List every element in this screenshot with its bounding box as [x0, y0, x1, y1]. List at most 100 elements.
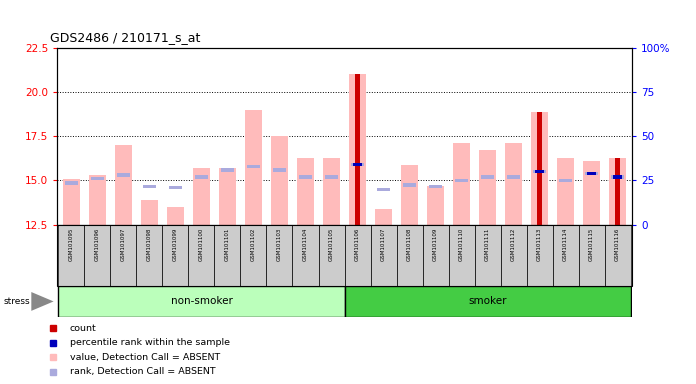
Bar: [65, 181, 78, 185]
Bar: [141, 200, 158, 225]
Text: GSM101095: GSM101095: [69, 228, 74, 261]
Text: GSM101102: GSM101102: [251, 228, 256, 261]
Bar: [587, 172, 596, 175]
Bar: [219, 168, 236, 225]
Text: GSM101098: GSM101098: [147, 228, 152, 261]
Bar: [455, 179, 468, 182]
Bar: [63, 179, 80, 225]
Text: GSM101105: GSM101105: [329, 228, 334, 261]
Text: count: count: [70, 324, 97, 333]
Bar: [557, 157, 574, 225]
Bar: [533, 170, 546, 174]
FancyBboxPatch shape: [267, 225, 292, 286]
Bar: [377, 187, 390, 191]
Bar: [613, 175, 622, 179]
Text: GSM101104: GSM101104: [303, 228, 308, 261]
FancyBboxPatch shape: [397, 225, 422, 286]
Bar: [427, 186, 444, 225]
Bar: [375, 209, 392, 225]
Bar: [535, 170, 544, 174]
Bar: [195, 175, 208, 179]
Bar: [479, 151, 496, 225]
Text: GSM101115: GSM101115: [589, 228, 594, 261]
Bar: [537, 112, 542, 225]
Text: GSM101112: GSM101112: [511, 228, 516, 261]
FancyBboxPatch shape: [345, 225, 370, 286]
FancyBboxPatch shape: [58, 286, 345, 317]
Text: smoker: smoker: [468, 296, 507, 306]
FancyBboxPatch shape: [162, 225, 189, 286]
Text: GSM101107: GSM101107: [381, 228, 386, 261]
Text: GDS2486 / 210171_s_at: GDS2486 / 210171_s_at: [50, 31, 200, 44]
Text: GSM101101: GSM101101: [225, 228, 230, 261]
FancyBboxPatch shape: [189, 225, 214, 286]
Text: GSM101113: GSM101113: [537, 228, 542, 261]
FancyBboxPatch shape: [214, 225, 240, 286]
Bar: [507, 175, 520, 179]
Bar: [505, 143, 522, 225]
Bar: [349, 74, 366, 225]
Bar: [583, 161, 600, 225]
FancyBboxPatch shape: [553, 225, 578, 286]
Bar: [115, 145, 132, 225]
Text: GSM101114: GSM101114: [563, 228, 568, 261]
Bar: [89, 175, 106, 225]
FancyBboxPatch shape: [370, 225, 397, 286]
Bar: [169, 186, 182, 189]
Text: GSM101096: GSM101096: [95, 228, 100, 261]
Bar: [117, 174, 129, 177]
Text: GSM101108: GSM101108: [407, 228, 412, 261]
Bar: [453, 143, 470, 225]
Text: rank, Detection Call = ABSENT: rank, Detection Call = ABSENT: [70, 367, 216, 376]
Bar: [325, 175, 338, 179]
Bar: [271, 136, 288, 225]
Bar: [221, 168, 234, 172]
FancyBboxPatch shape: [449, 225, 475, 286]
Bar: [299, 175, 312, 179]
FancyBboxPatch shape: [111, 225, 136, 286]
Bar: [247, 165, 260, 168]
Bar: [481, 175, 494, 179]
FancyBboxPatch shape: [345, 286, 631, 317]
Bar: [401, 165, 418, 225]
Bar: [273, 168, 286, 172]
Bar: [167, 207, 184, 225]
FancyBboxPatch shape: [527, 225, 553, 286]
FancyBboxPatch shape: [136, 225, 162, 286]
Polygon shape: [31, 292, 54, 311]
Bar: [297, 157, 314, 225]
Bar: [353, 163, 362, 166]
Text: GSM101099: GSM101099: [173, 228, 178, 261]
Bar: [615, 157, 620, 225]
Bar: [609, 157, 626, 225]
Bar: [560, 179, 572, 182]
Bar: [403, 183, 416, 187]
Bar: [323, 157, 340, 225]
Text: value, Detection Call = ABSENT: value, Detection Call = ABSENT: [70, 353, 220, 362]
Bar: [585, 172, 598, 175]
FancyBboxPatch shape: [422, 225, 449, 286]
Bar: [193, 168, 210, 225]
Bar: [531, 112, 548, 225]
Text: GSM101109: GSM101109: [433, 228, 438, 261]
Text: GSM101100: GSM101100: [199, 228, 204, 261]
Text: GSM101097: GSM101097: [121, 228, 126, 261]
Text: GSM101110: GSM101110: [459, 228, 464, 261]
Bar: [143, 185, 156, 189]
FancyBboxPatch shape: [240, 225, 267, 286]
FancyBboxPatch shape: [475, 225, 500, 286]
Text: GSM101106: GSM101106: [355, 228, 360, 261]
Bar: [351, 163, 364, 166]
Bar: [91, 177, 104, 180]
FancyBboxPatch shape: [319, 225, 345, 286]
Text: percentile rank within the sample: percentile rank within the sample: [70, 338, 230, 347]
FancyBboxPatch shape: [500, 225, 527, 286]
Bar: [429, 185, 442, 189]
Bar: [611, 175, 624, 179]
FancyBboxPatch shape: [58, 225, 84, 286]
Bar: [355, 74, 360, 225]
FancyBboxPatch shape: [605, 225, 631, 286]
Text: stress: stress: [3, 297, 30, 306]
FancyBboxPatch shape: [578, 225, 605, 286]
Text: non-smoker: non-smoker: [171, 296, 232, 306]
